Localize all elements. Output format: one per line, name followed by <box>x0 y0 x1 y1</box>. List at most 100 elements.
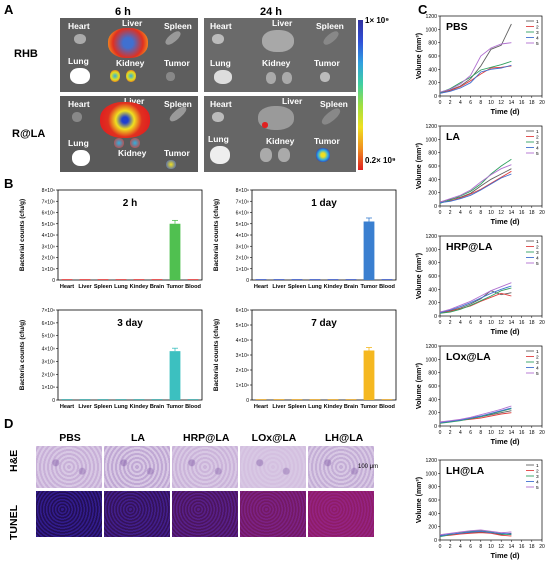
organ-label-lung: Lung <box>68 56 89 66</box>
y-tick-label: 5×10⁹ <box>42 334 55 340</box>
ivis-image-24h-rhb: Heart Liver Spleen Lung Kidney Tumor <box>204 18 356 92</box>
y-tick-label: 7×10⁹ <box>42 199 55 205</box>
organ-label-tumor: Tumor <box>164 148 190 158</box>
series-line <box>439 529 512 536</box>
y-tick-label: 1000 <box>425 137 437 143</box>
organ-heart <box>74 34 86 44</box>
panel-letter-b: B <box>4 176 14 191</box>
row-label-tunel: TUNEL <box>8 505 20 540</box>
x-tick-label: Heart <box>60 284 74 290</box>
y-tick-label: 2×10⁹ <box>236 256 249 262</box>
x-tick-label: Kindey <box>324 404 344 410</box>
bar <box>327 279 339 280</box>
colorbar <box>358 20 363 170</box>
series-line <box>439 173 512 204</box>
x-tick-label: 6 <box>469 100 472 106</box>
series-line <box>439 408 512 424</box>
bar <box>151 279 163 280</box>
bar <box>133 399 145 400</box>
panel-letter-d: D <box>4 416 14 431</box>
organ-spleen <box>321 29 341 47</box>
organ-tumor <box>166 160 176 169</box>
bar-chart-1day: 1 day 0 1×10⁹ 2×10⁹ 3×10⁹ 4×10⁹ 5×10⁹ 6×10⁹ 7×10… <box>213 188 397 290</box>
y-tick-label: 400 <box>428 397 437 403</box>
x-tick-label: 2 <box>449 210 452 216</box>
legend-label: 3 <box>536 250 539 256</box>
y-tick-label: 3×10⁹ <box>236 353 249 359</box>
bar <box>187 399 199 400</box>
series-line <box>439 170 512 204</box>
scale-bar-label-tunel: 100 μm <box>356 560 377 566</box>
x-tick-label: Kindey <box>324 284 344 290</box>
y-axis-label: Bacterial counts (cfu/g) <box>19 199 26 271</box>
x-tick-label: 6 <box>469 320 472 326</box>
x-tick-label: Heart <box>254 404 268 410</box>
organ-liver <box>100 102 150 138</box>
x-tick-label: 18 <box>529 544 535 550</box>
x-tick-label: 8 <box>479 100 482 106</box>
chart-title: PBS <box>446 21 468 33</box>
bar <box>61 399 73 400</box>
organ-heart <box>212 112 224 122</box>
bar <box>115 399 127 400</box>
bar-chart-2h: 2 h 0 1×10⁹ 2×10⁹ 3×10⁹ 4×10⁹ 5×10⁹ 6×10⁹ 7×10⁹ 8… <box>19 188 203 290</box>
organ-label-spleen: Spleen <box>164 21 192 31</box>
he-image <box>104 446 170 488</box>
series-line <box>439 287 512 314</box>
x-axis-label: Time (d) <box>490 437 520 446</box>
y-tick-label: 5×10⁹ <box>42 222 55 228</box>
group-label-lh-la: LH@LA <box>325 432 364 444</box>
x-tick-label: Spleen <box>94 284 113 290</box>
organ-heart <box>72 112 82 122</box>
legend-label: 5 <box>536 261 539 267</box>
y-tick-label: 4×10⁹ <box>236 338 249 344</box>
organ-label-kidney: Kidney <box>266 136 295 146</box>
group-label-pbs: PBS <box>59 432 81 444</box>
tunel-image <box>104 491 170 537</box>
organ-label-spleen: Spleen <box>320 99 348 109</box>
x-tick-label: Brain <box>344 404 359 410</box>
organ-lung <box>72 150 90 166</box>
organ-label-tumor: Tumor <box>314 136 340 146</box>
y-tick-label: 200 <box>428 525 437 531</box>
y-tick-label: 5×10⁹ <box>236 222 249 228</box>
x-tick-label: 0 <box>439 320 442 326</box>
series-line <box>439 168 512 203</box>
organ-liver-spot <box>262 122 268 128</box>
legend-label: 4 <box>536 35 539 41</box>
organ-liver <box>108 28 148 58</box>
organ-kidney-2 <box>282 72 292 84</box>
x-tick-label: 16 <box>519 544 525 550</box>
y-tick-label: 800 <box>428 261 437 267</box>
bar <box>187 279 199 280</box>
tunel-image <box>36 491 102 537</box>
chart-title: HRP@LA <box>446 241 493 253</box>
x-tick-label: Spleen <box>288 404 307 410</box>
series-line <box>439 42 512 93</box>
bar <box>273 399 285 400</box>
y-tick-label: 3×10⁹ <box>236 244 249 250</box>
organ-tumor <box>166 72 175 81</box>
x-tick-label: 12 <box>498 320 504 326</box>
x-tick-label: 0 <box>439 430 442 436</box>
organ-label-heart: Heart <box>68 21 90 31</box>
legend-label: 1 <box>536 239 539 245</box>
y-tick-label: 800 <box>428 41 437 47</box>
legend-label: 3 <box>536 30 539 36</box>
x-tick-label: 14 <box>509 320 515 326</box>
legend-label: 5 <box>536 485 539 491</box>
y-tick-label: 6×10⁹ <box>42 211 55 217</box>
y-tick-label: 7×10⁹ <box>42 308 55 314</box>
series-line <box>439 158 512 204</box>
legend-label: 1 <box>536 349 539 355</box>
organ-lung <box>214 70 232 84</box>
organ-spleen <box>163 29 183 47</box>
bar <box>273 279 285 280</box>
x-tick-label: 18 <box>529 320 535 326</box>
x-tick-label: Lung <box>114 404 128 410</box>
bar <box>381 279 393 280</box>
organ-label-kidney: Kidney <box>118 148 147 158</box>
he-image <box>36 446 102 488</box>
organ-label-lung: Lung <box>68 138 89 148</box>
